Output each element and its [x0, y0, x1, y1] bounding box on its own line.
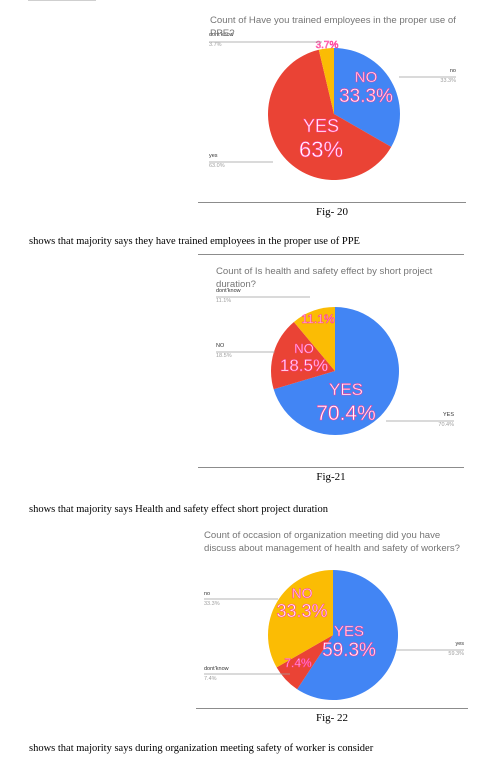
chart-title: Count of Is health and safety effect by … [216, 266, 433, 290]
slice-percent-label: 59.3% [322, 640, 376, 661]
slice-percent-label: 33.3% [339, 86, 393, 107]
chart-title: Count of Have you trained employees in t… [210, 15, 456, 39]
slice-percent-label: 70.4% [316, 402, 376, 425]
callout-label: dont'know [216, 288, 241, 294]
pie-slice-yes [273, 307, 399, 435]
callout-label: no [204, 591, 210, 597]
callout-percent: 18.5% [216, 353, 232, 359]
slice-percent-label: 33.3% [276, 601, 327, 621]
figure-22-description: shows that majority says during organiza… [29, 743, 374, 754]
slice-percent-label: 3.7% [316, 40, 339, 51]
figure-21-caption: Fig-21 [316, 471, 346, 483]
pie-slice-dontknow [293, 307, 335, 371]
callout-label: yes [455, 641, 464, 647]
figure-22-chart: YES 59.3% NO 33.3% 7.4% no 33.3% yes 59.3% dont'k… [196, 524, 468, 708]
pie-slice-no [271, 321, 335, 390]
slice-category-label: NO [355, 69, 378, 86]
figure-22-caption: Fig- 22 [315, 712, 349, 724]
callout-percent: 70.4% [438, 422, 454, 428]
callout-label: no [450, 68, 456, 74]
figure-20-rule [198, 202, 466, 203]
figure-20-caption: Fig- 20 [315, 206, 349, 218]
pie-slice-no [334, 48, 400, 147]
callout-percent: 7.4% [204, 676, 217, 682]
callout-percent: 63.0% [209, 163, 225, 169]
figure-21-rule [198, 467, 464, 468]
slice-percent-label: 18.5% [280, 356, 328, 375]
pie-slice-unlabeled [276, 635, 333, 690]
pie-slice-yes [297, 570, 398, 700]
callout-label: dont'know [204, 666, 229, 672]
pie-slice-yes [268, 49, 392, 180]
page-top-line [28, 0, 96, 1]
figure-21-description: shows that majority says Health and safe… [29, 504, 328, 515]
slice-category-label: YES [334, 623, 364, 640]
pie-slice-no [268, 570, 333, 668]
slice-percent-label: 7.4% [284, 656, 312, 670]
figure-22-rule [196, 708, 468, 709]
callout-percent: 11.1% [216, 298, 231, 304]
slice-category-label: YES [329, 380, 363, 399]
callout-label: dont'know [209, 32, 234, 38]
pie-chart-fig-21: YES70.4%NO18.5%11.1%dont'know11.1%NO18.5… [216, 288, 454, 435]
slice-percent-label: 11.1% [301, 312, 334, 326]
slice-category-label: YES [303, 116, 339, 136]
figure-21-chart: YES 70.4% NO 18.5% 11.1% dont'know 11.1% NO 18.5… [198, 255, 464, 467]
callout-percent: 3.7% [209, 42, 222, 48]
pie-chart-fig-22: YES59.3%NO33.3%7.4%no33.3%yes59.3%dont'k… [204, 570, 464, 700]
callout-percent: 33.3% [440, 78, 456, 84]
callout-label: YES [443, 412, 454, 418]
callout-percent: 59.3% [448, 651, 464, 657]
callout-percent: 33.3% [204, 601, 220, 607]
slice-category-label: NO [294, 341, 314, 356]
pie-slice-dontknow [318, 48, 334, 114]
callout-label: yes [209, 153, 218, 159]
pie-chart-fig-20: NO33.3%YES63%3.7%dont'know3.7%no33.3%yes… [209, 32, 456, 180]
slice-category-label: NO [292, 585, 313, 601]
figure-20-chart: NO 33.3% YES 63% 3.7% dont'know 3.7% no 33.3% yes… [198, 4, 466, 202]
figure-20-description: shows that majority says they have train… [29, 236, 360, 247]
slice-percent-label: 63% [299, 137, 343, 162]
callout-label: NO [216, 343, 225, 349]
figure-21-top-rule [198, 254, 464, 255]
chart-title: Count of occasion of organization meetin… [204, 530, 460, 554]
